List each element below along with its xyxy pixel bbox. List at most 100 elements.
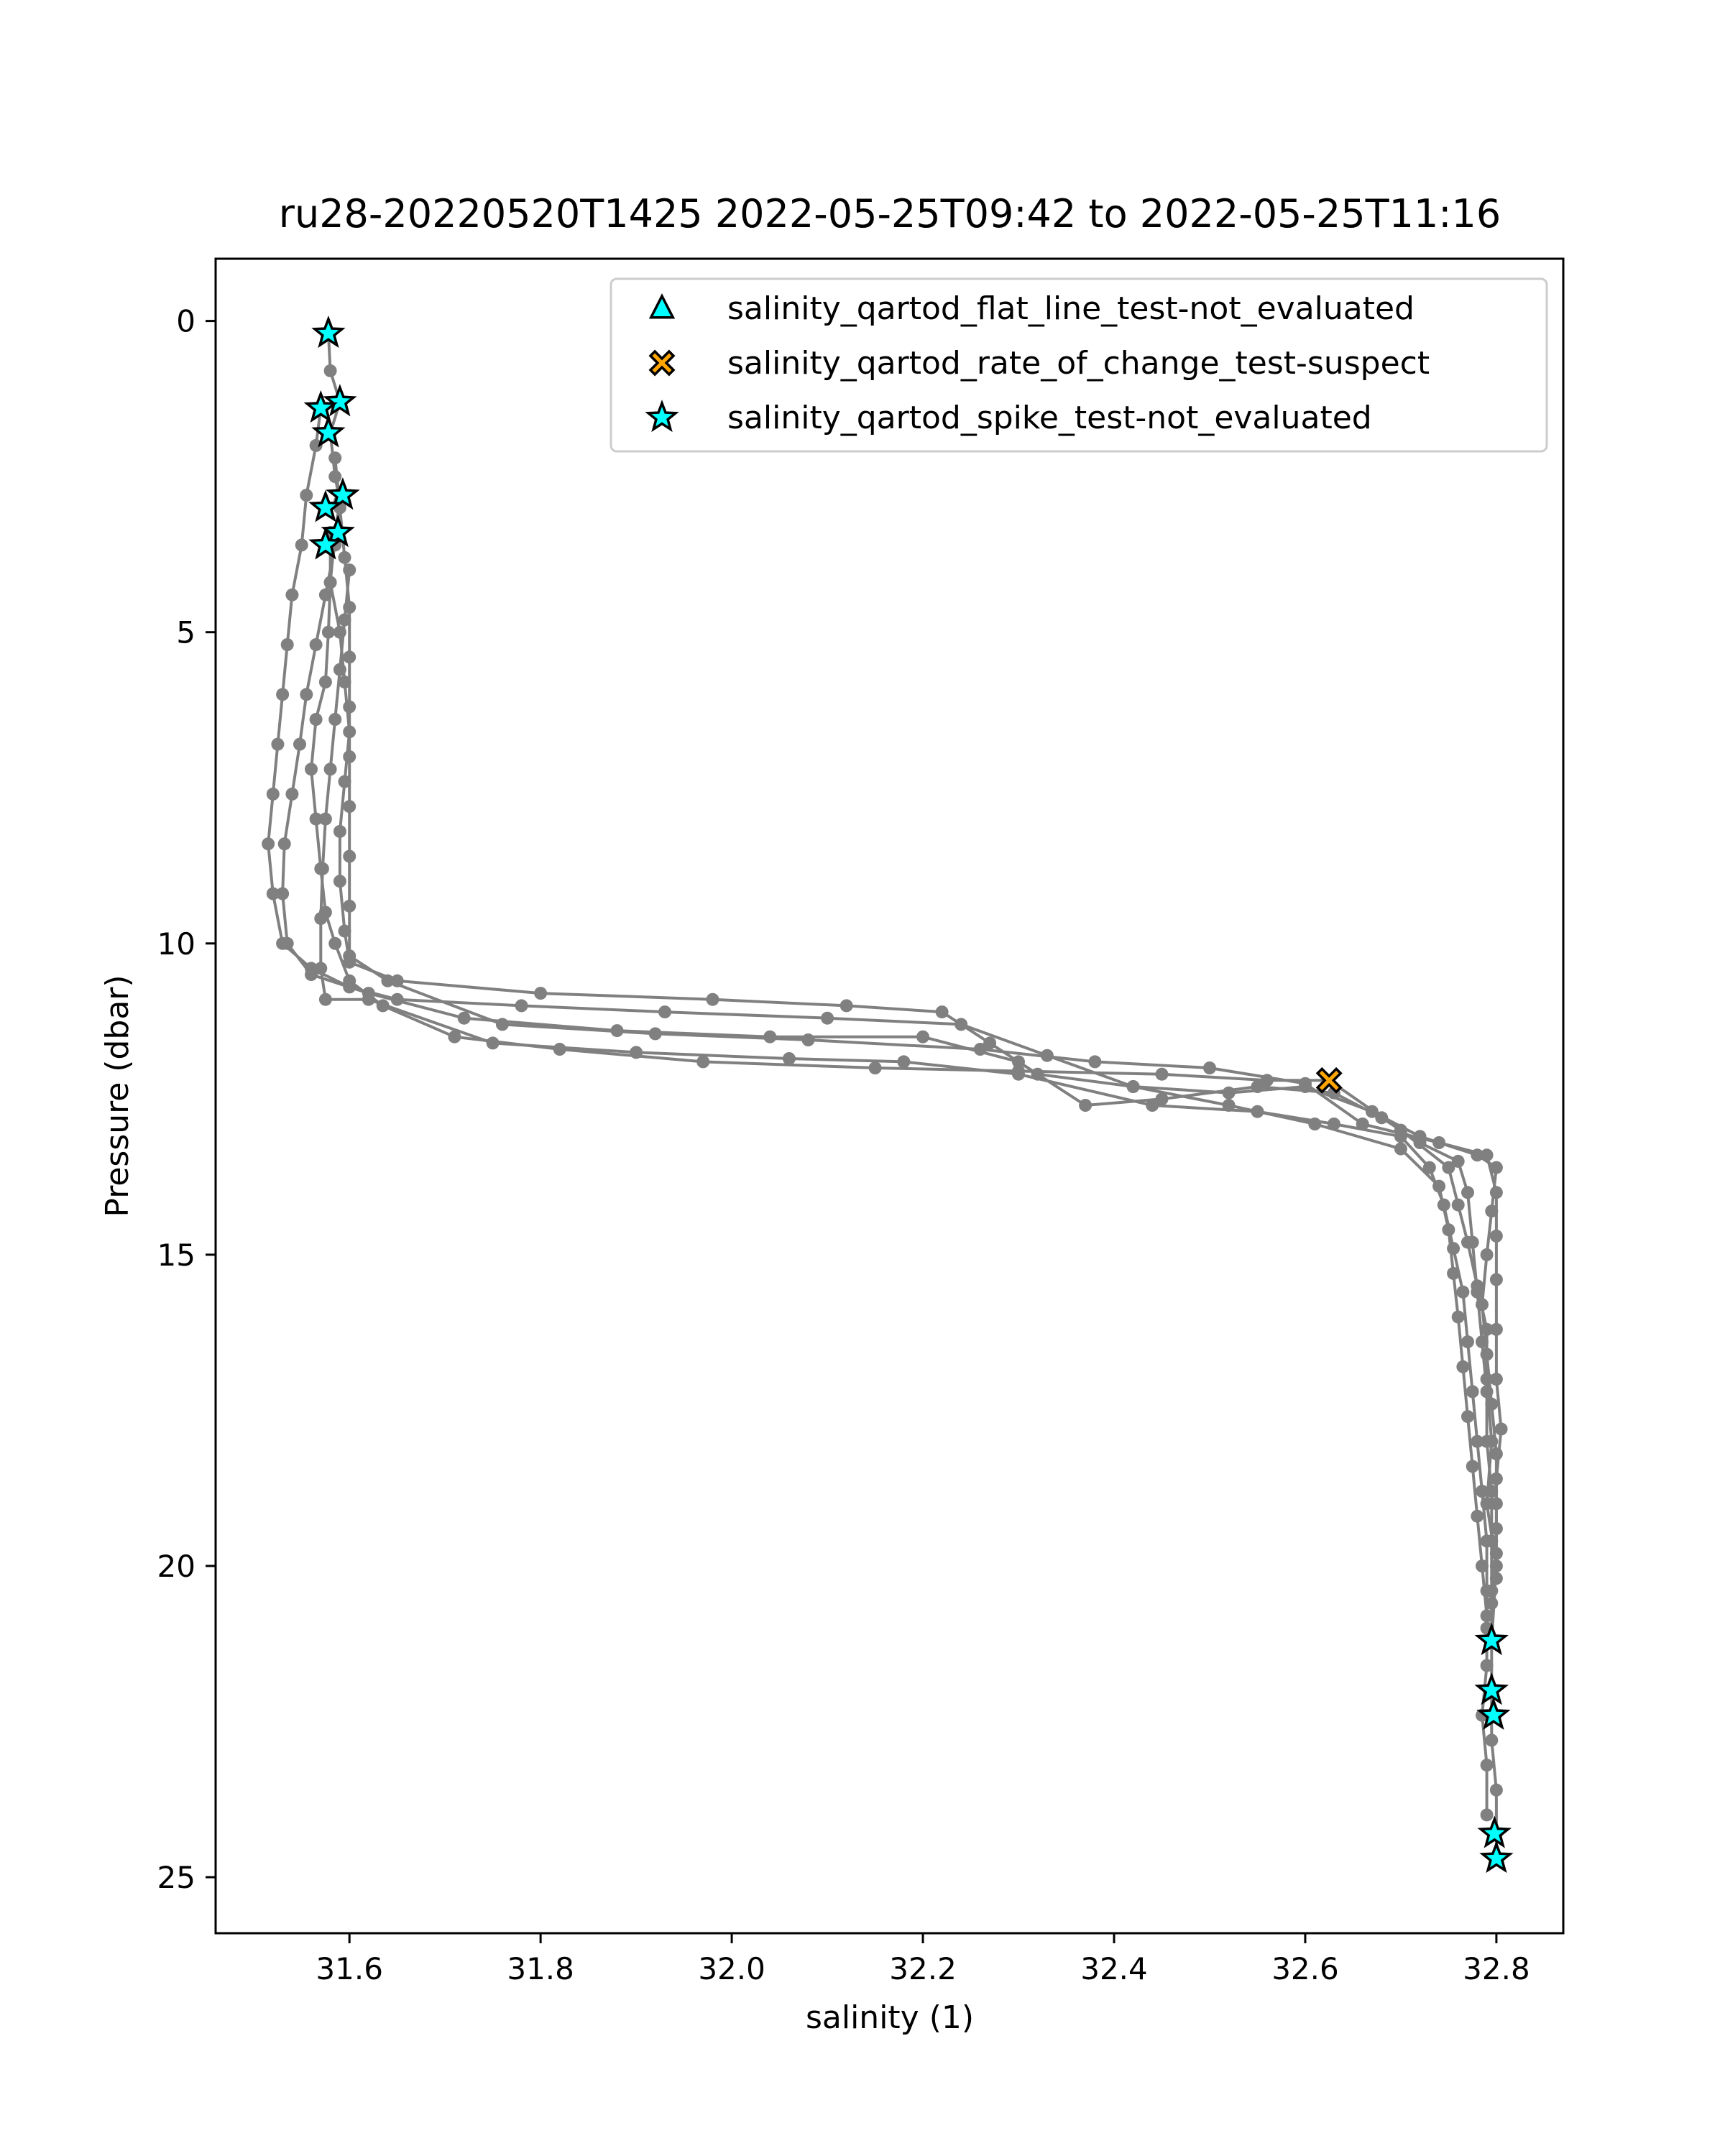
profile-point [318,676,332,688]
profile-point [457,1011,471,1025]
profile-point [1451,1198,1465,1212]
profile-point [338,550,351,564]
profile-point [338,613,351,627]
profile-point [1489,1522,1503,1535]
legend-label-spike: salinity_qartod_spike_test-not_evaluated [727,400,1372,436]
legend-label-flat-line: salinity_qartod_flat_line_test-not_evalu… [727,290,1414,327]
profile-point [1480,1808,1494,1822]
profile-point [1203,1061,1216,1074]
y-tick-label: 10 [157,926,196,962]
spike-flag-marker [308,489,343,522]
profile-point [277,837,291,851]
profile-point [1327,1118,1340,1130]
profile-point [309,638,323,651]
profile-point [318,812,332,826]
legend-marker-flat-line [648,293,676,319]
profile-point [343,601,356,614]
profile-point [1485,1485,1499,1498]
profile-point [323,364,337,377]
profile-point [328,451,342,465]
profile-point [1476,1485,1489,1498]
profile-point [316,862,329,875]
profile-point [1476,1298,1489,1312]
profile-point [309,438,323,452]
profile-point [1432,1136,1446,1149]
x-tick-label: 31.6 [316,1951,383,1986]
spike-flag-marker [1476,1697,1511,1730]
spike-flag-marker [326,477,360,510]
profile-point [553,1043,566,1056]
profile-point [1456,1360,1470,1373]
profile-point [1356,1118,1369,1130]
legend-marker-spike [645,400,679,433]
profile-point [293,737,306,751]
profile-point [333,663,346,676]
profile-point [821,1011,834,1025]
profile-point [1480,1759,1494,1772]
profile-point [1480,1434,1494,1448]
profile-point [328,936,342,950]
profile-point [1466,1235,1479,1249]
profile-point [983,1036,997,1050]
profile-point [262,837,275,851]
spike-flag-marker [308,527,343,560]
profile-point [305,763,318,776]
profile-point [1480,1248,1494,1261]
profile-point [1489,1447,1503,1460]
profile-point [1471,1285,1484,1299]
profile-point [630,1046,643,1059]
x-tick-label: 32.0 [698,1951,765,1986]
spike-flag-marker [1477,1815,1512,1848]
profile-point [338,676,351,688]
profile-point [1422,1161,1436,1174]
profile-line-2 [267,407,1489,1815]
y-tick-label: 15 [157,1238,196,1273]
profile-point [1485,1397,1499,1411]
data-layer [262,315,1514,1874]
x-axis-ticks: 31.6 31.8 32.0 32.2 32.4 32.6 32.8 [316,1933,1530,1986]
profile-point [1451,1154,1465,1168]
y-axis-ticks: 0 5 10 15 20 25 [157,304,216,1895]
profile-point [486,1036,500,1050]
profile-point [266,787,280,801]
profile-point [1466,1385,1479,1399]
profile-point [1366,1105,1379,1118]
y-tick-label: 20 [157,1549,196,1584]
profile-point [1012,1067,1025,1081]
profile-point [343,650,356,664]
profile-point [1471,1509,1484,1523]
profile-point [1155,1092,1169,1106]
profile-point [300,489,313,502]
profile-point [343,800,356,814]
profile-point [338,924,351,938]
profile-point [343,750,356,763]
profile-point [314,912,328,926]
profile-point [706,992,719,1006]
profile-point [1494,1422,1508,1436]
legend-label-rate-of-change: salinity_qartod_rate_of_change_test-susp… [727,345,1430,382]
rate-of-change-flag-marker [1315,1067,1343,1094]
profile-point [1451,1310,1465,1324]
legend: salinity_qartod_flat_line_test-not_evalu… [610,277,1548,453]
spike-flag-marker [311,415,346,448]
profile-point [314,962,328,975]
profile-point [343,899,356,913]
profile-point [1437,1198,1450,1212]
plot-frame [214,257,1565,1935]
legend-marker-symbol [645,400,679,433]
x-tick-label: 31.8 [507,1951,574,1986]
profile-point [1222,1086,1236,1100]
profile-point [495,1018,509,1031]
profile-point [1079,1099,1092,1112]
legend-marker-symbol [648,349,676,377]
profile-line-5 [319,569,1489,1628]
spike-flag-marker [303,390,338,423]
spike-flag-marker [321,515,355,548]
x-tick-label: 32.2 [889,1951,957,1986]
profile-point [266,887,280,900]
profile-point [285,588,299,602]
profile-point [1485,1733,1499,1747]
y-tick-label: 0 [176,304,196,339]
profile-point [1299,1077,1312,1090]
spike-flag-marker [323,384,357,417]
